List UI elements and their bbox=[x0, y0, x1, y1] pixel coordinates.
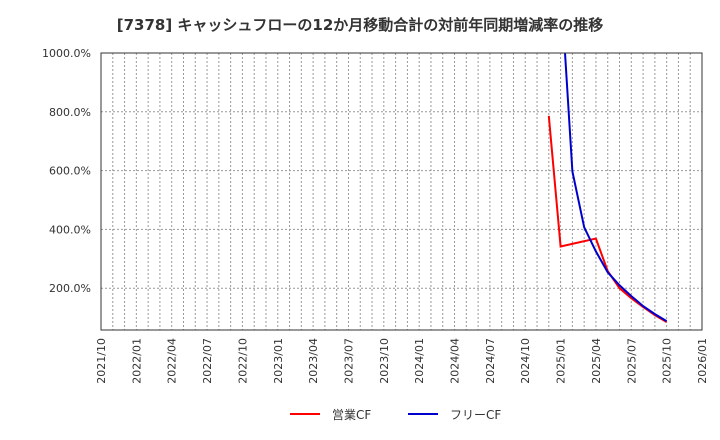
legend: 営業CF フリーCF bbox=[0, 404, 720, 424]
x-tick-label: 2022/10 bbox=[236, 338, 249, 384]
y-tick-label: 800.0% bbox=[49, 106, 91, 119]
x-tick-label: 2024/01 bbox=[413, 338, 426, 384]
x-tick-label: 2023/01 bbox=[272, 338, 285, 384]
x-tick-label: 2024/10 bbox=[519, 338, 532, 384]
x-tick-label: 2025/01 bbox=[555, 338, 568, 384]
x-axis-labels: 2021/10 2022/01 2022/04 2022/07 2022/10 2023/… bbox=[95, 338, 709, 384]
x-tick-label: 2023/10 bbox=[378, 338, 391, 384]
x-tick-label: 2024/07 bbox=[484, 338, 497, 384]
x-tick-label: 2025/10 bbox=[661, 338, 674, 384]
legend-label: 営業CF bbox=[332, 407, 372, 422]
legend-label: フリーCF bbox=[450, 407, 502, 422]
x-tick-label: 2021/10 bbox=[95, 338, 108, 384]
legend-item-operating-cf: 営業CF bbox=[290, 404, 371, 424]
x-tick-label: 2025/07 bbox=[625, 338, 638, 384]
y-tick-label: 400.0% bbox=[49, 223, 91, 236]
x-tick-label: 2022/07 bbox=[201, 338, 214, 384]
legend-swatch-red bbox=[290, 413, 320, 415]
chart-title: [7378] キャッシュフローの12か月移動合計の対前年同期増減率の推移 bbox=[116, 16, 604, 34]
y-tick-label: 600.0% bbox=[49, 165, 91, 178]
legend-swatch-blue bbox=[408, 413, 438, 415]
grid-lines bbox=[101, 53, 702, 330]
series-lines bbox=[547, 53, 668, 323]
x-tick-label: 2022/01 bbox=[130, 338, 143, 384]
x-tick-label: 2022/04 bbox=[166, 338, 179, 384]
x-tick-label: 2023/04 bbox=[307, 338, 320, 384]
x-tick-label: 2023/07 bbox=[342, 338, 355, 384]
x-tick-label: 2025/04 bbox=[590, 338, 603, 384]
y-tick-label: 1000.0% bbox=[42, 47, 91, 60]
y-axis-labels: 200.0% 400.0% 600.0% 800.0% 1000.0% bbox=[42, 47, 91, 295]
series-line-free-cf bbox=[564, 53, 668, 322]
y-tick-label: 200.0% bbox=[49, 282, 91, 295]
legend-item-free-cf: フリーCF bbox=[408, 404, 501, 424]
plot-frame bbox=[100, 52, 703, 331]
x-tick-label: 2024/04 bbox=[449, 338, 462, 384]
x-tick-label: 2026/01 bbox=[696, 338, 709, 384]
